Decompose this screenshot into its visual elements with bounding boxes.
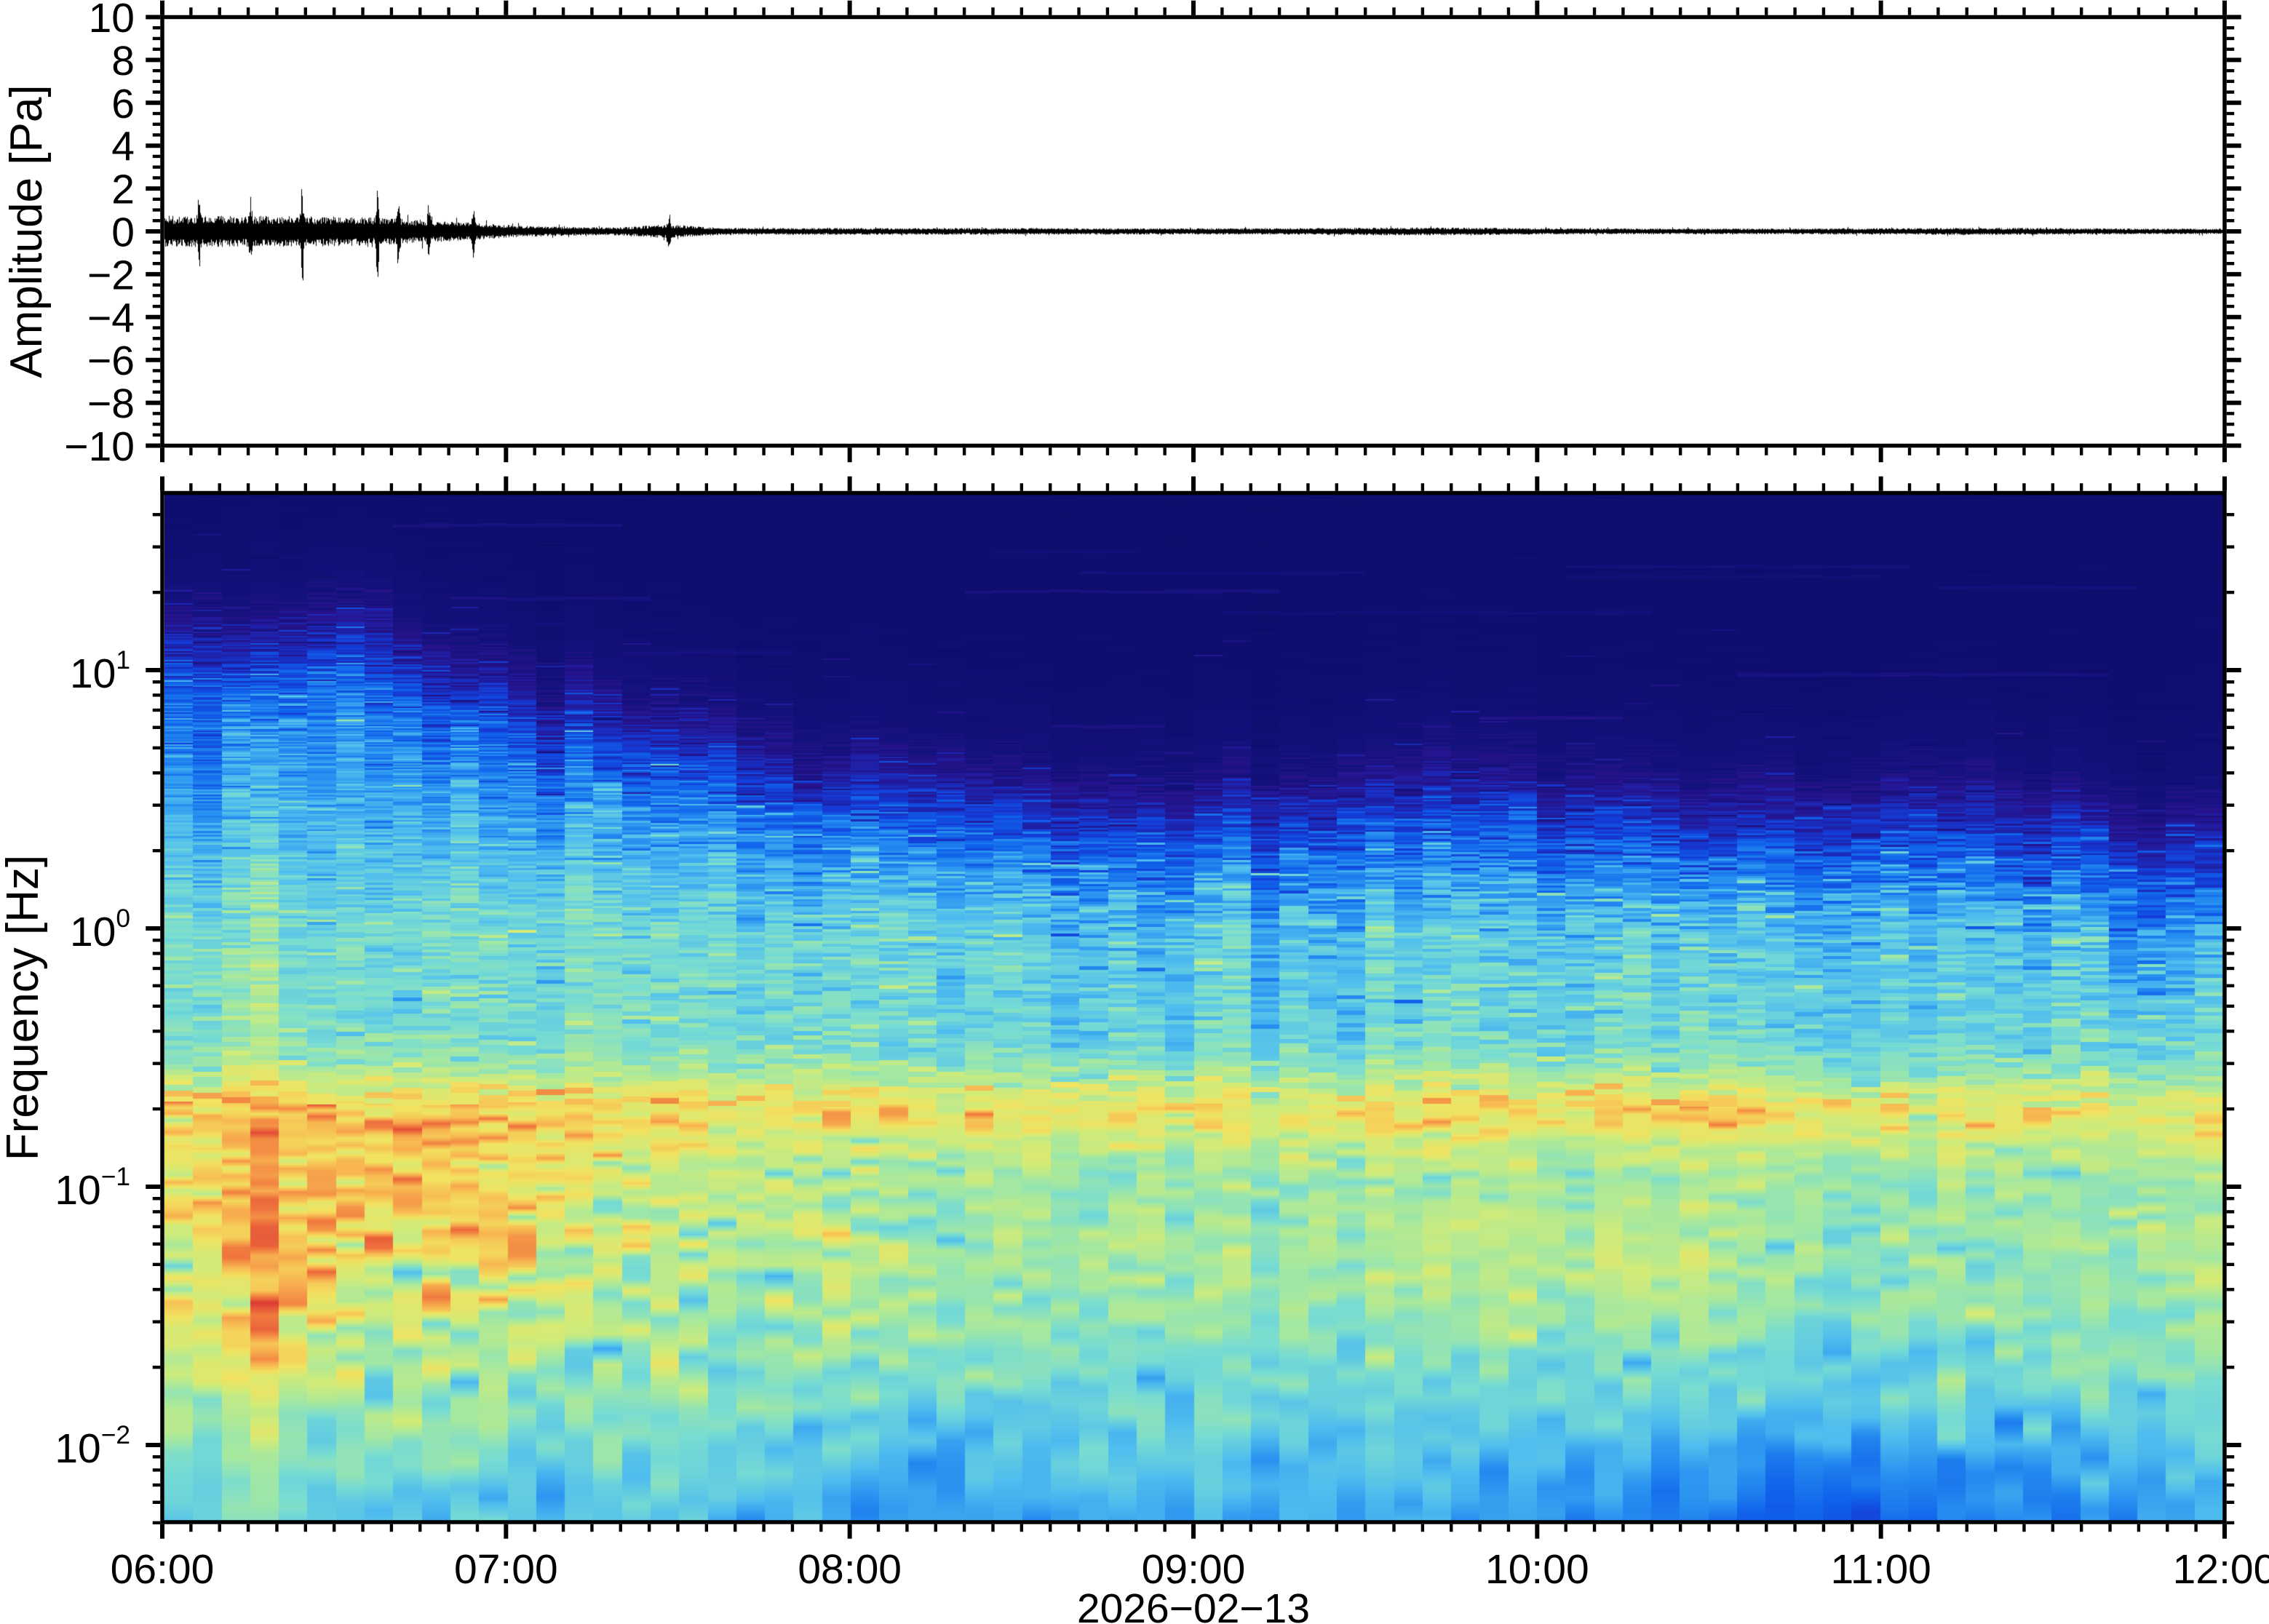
svg-text:−6: −6 bbox=[87, 338, 135, 384]
svg-text:Frequency [Hz]: Frequency [Hz] bbox=[0, 855, 48, 1161]
svg-text:4: 4 bbox=[111, 124, 135, 170]
svg-text:12:00: 12:00 bbox=[2173, 1546, 2269, 1593]
svg-text:2026−02−13: 2026−02−13 bbox=[1077, 1585, 1310, 1624]
svg-text:8: 8 bbox=[111, 38, 135, 84]
svg-text:−8: −8 bbox=[87, 381, 135, 427]
svg-text:07:00: 07:00 bbox=[454, 1546, 558, 1593]
svg-text:06:00: 06:00 bbox=[111, 1546, 215, 1593]
svg-text:2: 2 bbox=[111, 167, 135, 213]
svg-text:11:00: 11:00 bbox=[1830, 1546, 1931, 1593]
svg-text:100: 100 bbox=[70, 904, 130, 955]
svg-text:10−1: 10−1 bbox=[55, 1163, 130, 1214]
svg-text:10−2: 10−2 bbox=[55, 1421, 130, 1472]
svg-text:101: 101 bbox=[70, 646, 130, 697]
svg-text:−2: −2 bbox=[87, 252, 135, 298]
svg-text:09:00: 09:00 bbox=[1142, 1546, 1246, 1593]
svg-text:10:00: 10:00 bbox=[1485, 1546, 1589, 1593]
svg-text:08:00: 08:00 bbox=[798, 1546, 902, 1593]
svg-text:6: 6 bbox=[111, 81, 135, 127]
svg-text:10: 10 bbox=[89, 0, 135, 41]
svg-text:0: 0 bbox=[111, 210, 135, 256]
svg-text:Amplitude [Pa]: Amplitude [Pa] bbox=[1, 84, 52, 378]
svg-text:−4: −4 bbox=[87, 295, 135, 341]
svg-text:−10: −10 bbox=[64, 423, 135, 470]
